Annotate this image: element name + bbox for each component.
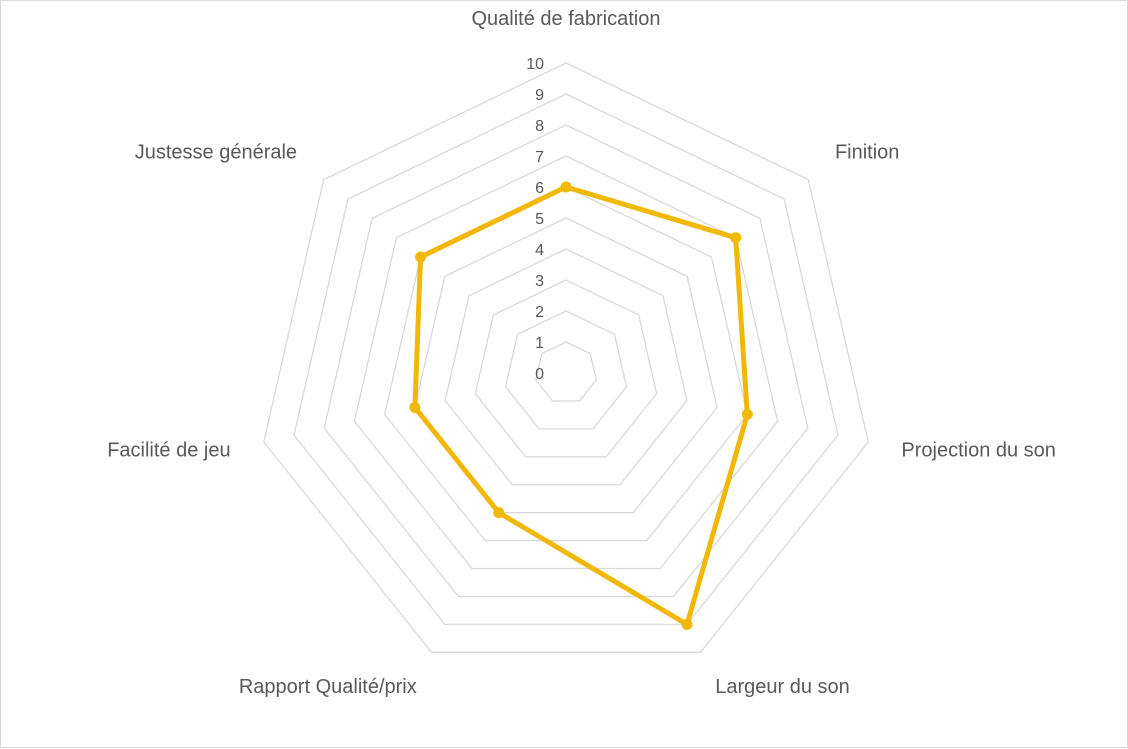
category-label: Rapport Qualité/prix [239, 676, 417, 698]
tick-label: 0 [535, 366, 544, 383]
category-label: Facilité de jeu [107, 440, 230, 462]
data-point [560, 181, 572, 193]
category-label: Justesse générale [135, 142, 297, 164]
grid-ring [263, 62, 869, 653]
tick-label: 2 [535, 304, 544, 321]
category-label: Finition [835, 142, 899, 164]
data-point [681, 618, 693, 630]
category-label: Largeur du son [715, 676, 850, 698]
tick-label: 7 [535, 149, 544, 166]
tick-label: 4 [535, 242, 544, 259]
data-point [741, 408, 753, 420]
data-point [409, 401, 421, 413]
data-point [415, 251, 427, 263]
data-point [493, 507, 505, 519]
grid-ring [535, 341, 597, 402]
tick-label: 9 [535, 87, 544, 104]
tick-label: 8 [535, 118, 544, 135]
series-layer [409, 181, 753, 630]
grid-ring [323, 124, 809, 598]
tick-label: 3 [535, 273, 544, 290]
tick-label: 10 [526, 56, 544, 73]
grid-ring [504, 310, 628, 430]
grid-ring [444, 248, 688, 486]
category-label: Projection du son [901, 440, 1056, 462]
category-labels: Qualité de fabrication Finition Projection… [107, 8, 1056, 698]
grid-ring [414, 217, 718, 514]
grid-ring [293, 93, 839, 626]
grid-ring [474, 279, 658, 458]
tick-label: 1 [535, 335, 544, 352]
radar-grid [263, 62, 869, 653]
tick-label: 6 [535, 180, 544, 197]
grid-ring [353, 155, 779, 570]
tick-label: 5 [535, 211, 544, 228]
category-label: Qualité de fabrication [471, 8, 660, 30]
grid-ring [383, 186, 749, 542]
radial-axis-ticks: 0 1 2 3 4 5 6 7 8 9 10 [526, 56, 544, 383]
series-line [412, 184, 750, 627]
data-point [730, 232, 742, 244]
